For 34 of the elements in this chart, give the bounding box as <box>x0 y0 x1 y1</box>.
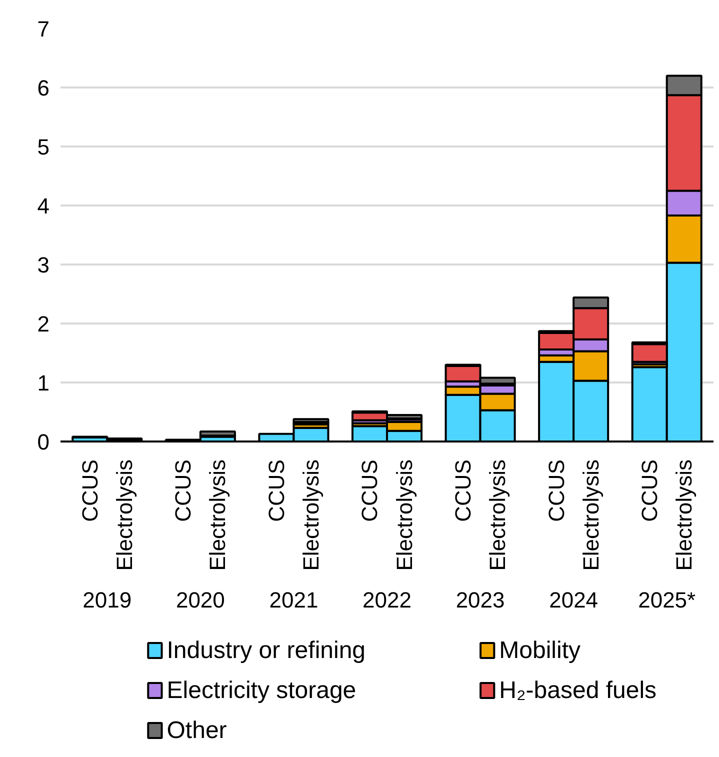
x-tick-label: Electrolysis <box>392 459 417 571</box>
x-tick-label: CCUS <box>170 459 196 522</box>
x-tick-label: CCUS <box>77 459 102 522</box>
legend-label: Mobility <box>499 637 581 664</box>
x-tick-label: Electrolysis <box>485 459 510 571</box>
y-tick-label: 7 <box>37 16 50 42</box>
y-tick-label: 1 <box>37 370 50 396</box>
x-tick-label: Electrolysis <box>578 459 604 571</box>
x-tick-label: CCUS <box>450 459 476 522</box>
x-tick-label: Electrolysis <box>112 459 137 571</box>
legend-label: Industry or refining <box>166 637 366 664</box>
legend-label: Electricity storage <box>166 677 356 704</box>
text: 2021 <box>269 588 318 612</box>
y-tick-label: 2 <box>37 312 50 336</box>
x-tick-label: CCUS <box>264 459 289 522</box>
text: 2022 <box>362 588 412 612</box>
text: 2020 <box>176 588 225 612</box>
text: 2025* <box>638 588 696 612</box>
y-tick-label: 0 <box>37 430 50 454</box>
y-tick-label: 4 <box>37 194 50 218</box>
y-tick-label: 3 <box>37 252 50 278</box>
y-tick-label: 5 <box>37 134 50 160</box>
legend-label: H₂-based fuels <box>499 677 657 704</box>
x-tick-label: Electrolysis <box>298 459 324 571</box>
x-tick-label: CCUS <box>357 459 382 522</box>
legend-label: Other <box>166 717 227 744</box>
text: 2019 <box>82 588 132 612</box>
text: 2024 <box>549 588 598 612</box>
text: 2023 <box>456 588 505 612</box>
x-tick-label: CCUS <box>544 459 569 522</box>
x-tick-label: CCUS <box>637 459 662 522</box>
x-tick-label: Electrolysis <box>672 459 697 571</box>
x-tick-label: Electrolysis <box>205 459 230 571</box>
y-tick-label: 6 <box>37 76 50 100</box>
